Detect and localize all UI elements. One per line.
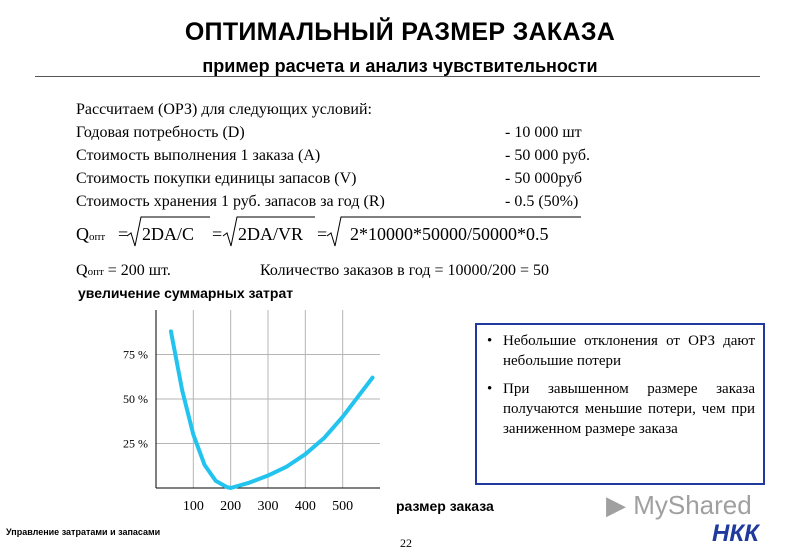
brand-watermark: ▶ MyShared [606,490,752,520]
x-tick-label: 300 [258,499,279,514]
sensitivity-chart: 75 % 50 % 25 % 100 200 300 400 500 [123,310,380,514]
cost-curve [168,329,375,490]
y-tick-label: 25 % [123,437,148,451]
condition-label: Стоимость покупки единицы запасов (V) [76,170,357,187]
x-tick-label: 200 [220,499,241,514]
page-number: 22 [400,536,412,550]
radical-signs [126,216,581,247]
formula-2da-vr: 2DA/VR [238,224,304,244]
chart-y-label: увеличение суммарных затрат [78,285,294,301]
chart-x-label: размер заказа [396,498,494,514]
condition-value: - 0.5 (50%) [505,193,579,210]
formula-equals: = [118,224,129,244]
formula-2da-c: 2DA/C [142,224,195,244]
condition-label: Стоимость хранения 1 руб. запасов за год… [76,193,385,210]
y-tick-label: 75 % [123,348,148,362]
formula-equals: = [212,224,223,244]
condition-value: - 10 000 шт [505,124,582,141]
formula-numeric: 2*10000*50000/50000*0.5 [350,224,549,244]
page-title: ОПТИМАЛЬНЫЙ РАЗМЕР ЗАКАЗА [184,18,616,46]
conclusion-item: При завышенном размере заказа получаются… [487,379,755,439]
x-tick-label: 500 [332,499,353,514]
y-tick-label: 50 % [123,392,148,406]
conclusion-item: Небольшие отклонения от ОРЗ дают небольш… [487,331,755,371]
footer-course-title: Управление затратами и запасами [6,527,161,537]
conclusions-box: Небольшие отклонения от ОРЗ дают небольш… [475,323,765,485]
title-divider [35,76,760,77]
result-q: Qопт = 200 шт. [76,262,171,279]
condition-value: - 50 000руб [505,170,583,187]
condition-label: Годовая потребность (D) [76,124,245,141]
conditions-intro: Рассчитаем (ОРЗ) для следующих условий: [76,101,372,118]
x-tick-label: 400 [295,499,316,514]
nkk-logo: НКК [712,520,759,547]
formula-q: Qопт [76,224,106,244]
formula-equals: = [317,224,328,244]
condition-value: - 50 000 руб. [505,147,591,164]
x-tick-label: 100 [183,499,204,514]
page-subtitle: пример расчета и анализ чувствительности [202,56,598,76]
condition-label: Стоимость выполнения 1 заказа (A) [76,147,321,164]
orders-per-year: Количество заказов в год = 10000/200 = 5… [260,262,550,279]
brand-logo-icon: ▶ [606,490,634,520]
